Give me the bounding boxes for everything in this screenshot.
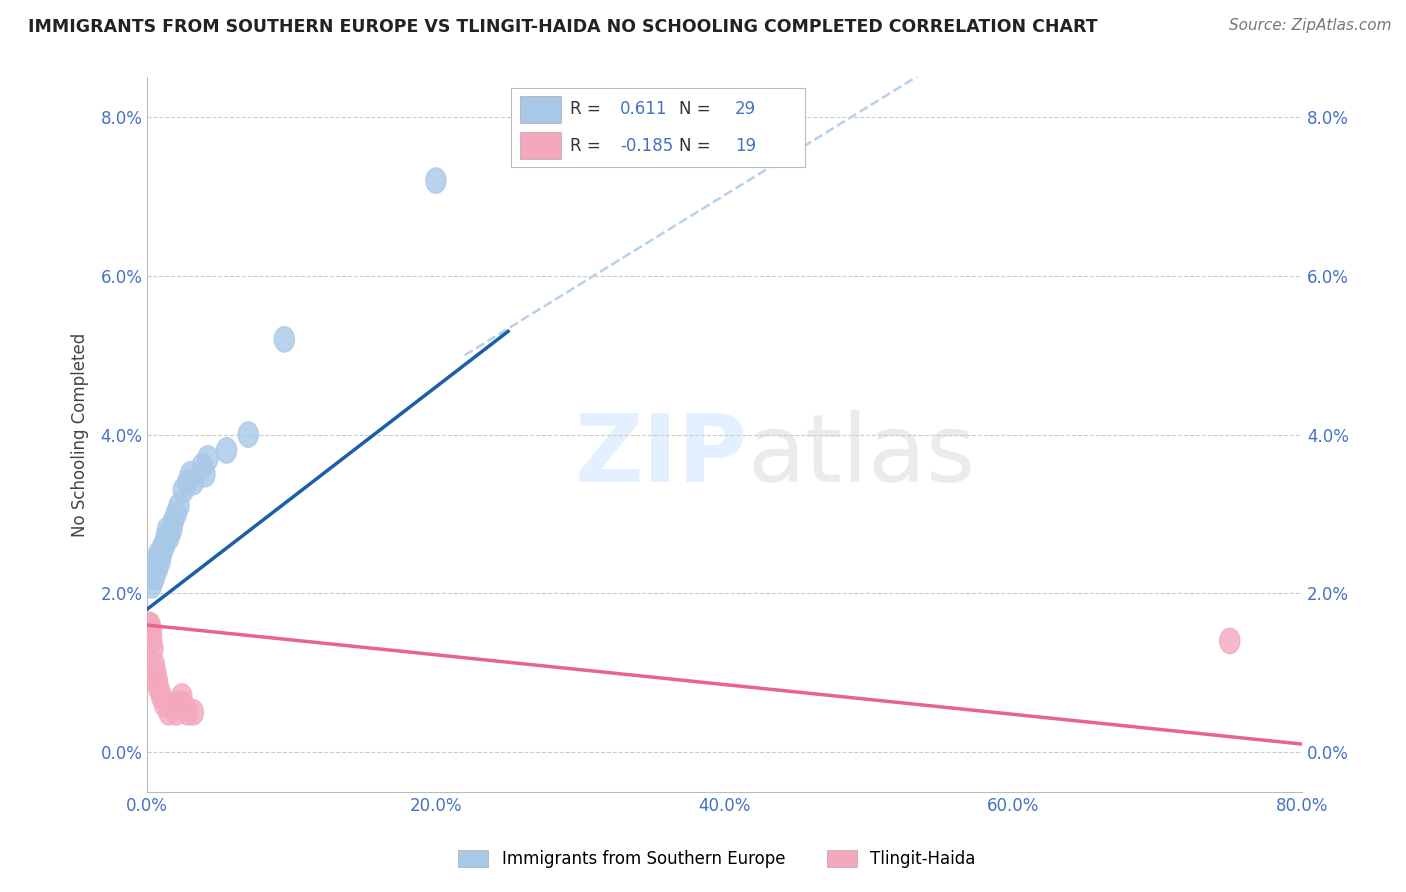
Ellipse shape <box>157 517 177 542</box>
Ellipse shape <box>141 565 160 591</box>
Text: ZIP: ZIP <box>575 410 748 502</box>
Ellipse shape <box>193 454 212 479</box>
Ellipse shape <box>150 549 170 574</box>
Text: IMMIGRANTS FROM SOUTHERN EUROPE VS TLINGIT-HAIDA NO SCHOOLING COMPLETED CORRELAT: IMMIGRANTS FROM SOUTHERN EUROPE VS TLING… <box>28 18 1098 36</box>
Ellipse shape <box>152 541 172 566</box>
Ellipse shape <box>198 446 218 471</box>
Ellipse shape <box>145 652 165 677</box>
Ellipse shape <box>142 620 162 646</box>
Ellipse shape <box>148 557 167 582</box>
Ellipse shape <box>146 549 166 574</box>
Ellipse shape <box>163 509 183 534</box>
Ellipse shape <box>142 628 162 654</box>
Y-axis label: No Schooling Completed: No Schooling Completed <box>72 333 89 537</box>
Ellipse shape <box>139 612 159 638</box>
Ellipse shape <box>169 691 188 717</box>
Ellipse shape <box>162 517 181 542</box>
Ellipse shape <box>143 636 163 662</box>
Ellipse shape <box>145 565 165 591</box>
Ellipse shape <box>155 533 174 558</box>
Ellipse shape <box>143 557 163 582</box>
Ellipse shape <box>148 668 167 693</box>
Legend: Immigrants from Southern Europe, Tlingit-Haida: Immigrants from Southern Europe, Tlingit… <box>451 843 983 875</box>
Ellipse shape <box>166 699 186 725</box>
Ellipse shape <box>217 438 236 463</box>
Ellipse shape <box>274 326 294 352</box>
Ellipse shape <box>152 684 172 709</box>
Ellipse shape <box>166 501 186 526</box>
Ellipse shape <box>146 660 166 685</box>
Ellipse shape <box>172 684 193 709</box>
Text: atlas: atlas <box>748 410 976 502</box>
Ellipse shape <box>159 525 179 550</box>
Ellipse shape <box>183 469 204 495</box>
Ellipse shape <box>149 676 169 701</box>
Ellipse shape <box>155 691 174 717</box>
Ellipse shape <box>173 691 194 717</box>
Text: Source: ZipAtlas.com: Source: ZipAtlas.com <box>1229 18 1392 33</box>
Ellipse shape <box>142 573 162 598</box>
Ellipse shape <box>173 477 194 503</box>
Ellipse shape <box>238 422 259 447</box>
Ellipse shape <box>177 699 198 725</box>
Ellipse shape <box>149 541 169 566</box>
Ellipse shape <box>1219 628 1240 654</box>
Ellipse shape <box>153 533 173 558</box>
Ellipse shape <box>159 699 179 725</box>
Ellipse shape <box>169 493 188 518</box>
Ellipse shape <box>156 525 176 550</box>
Ellipse shape <box>426 168 446 194</box>
Ellipse shape <box>141 612 160 638</box>
Ellipse shape <box>177 469 198 495</box>
Ellipse shape <box>183 699 204 725</box>
Ellipse shape <box>180 461 201 487</box>
Ellipse shape <box>195 461 215 487</box>
